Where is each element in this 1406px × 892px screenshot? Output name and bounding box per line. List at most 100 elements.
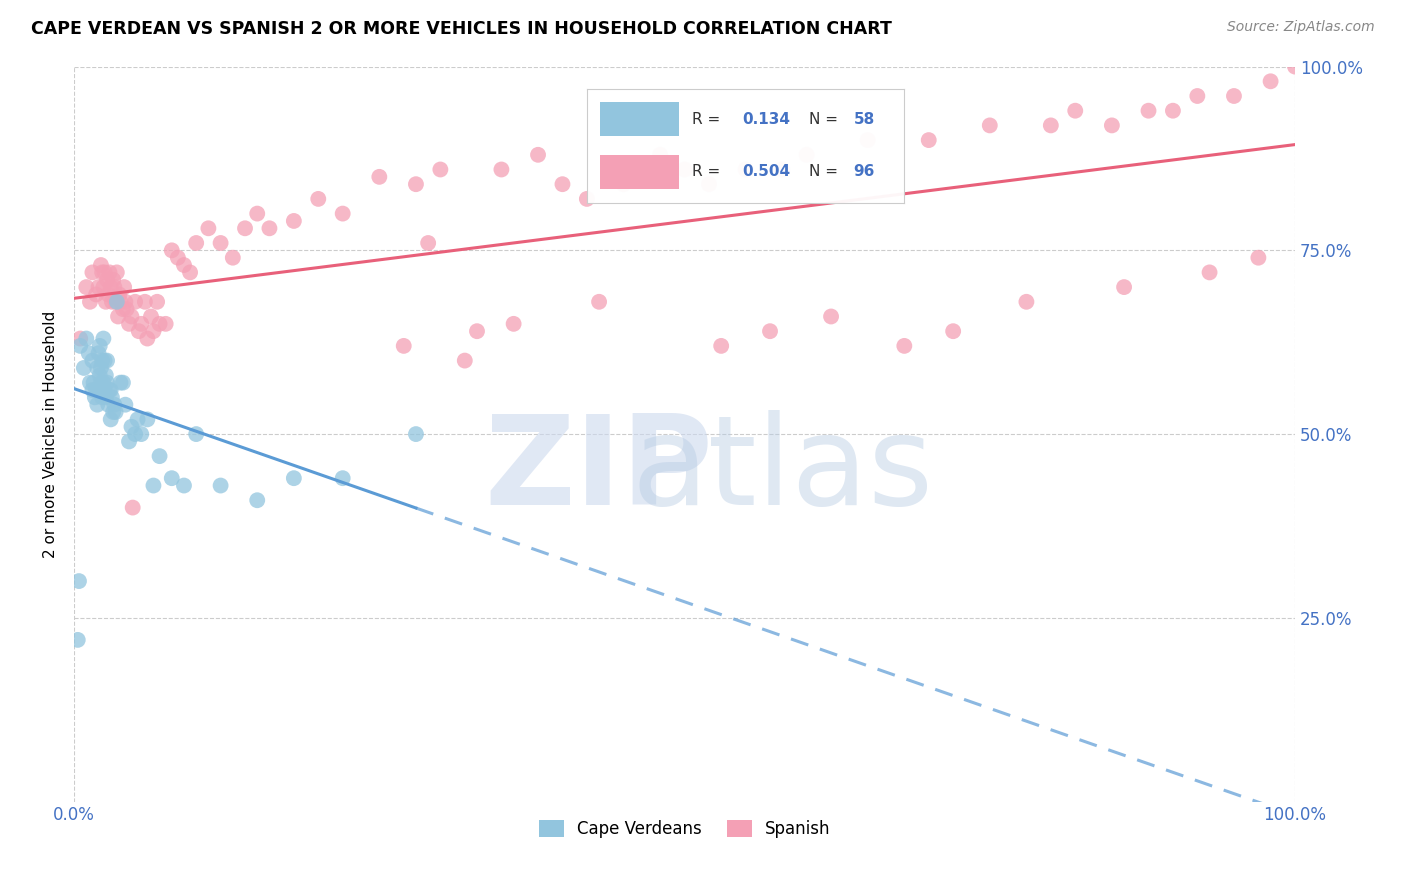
Point: [246, 493, 269, 508]
Point: [209, 235, 232, 250]
Point: [107, 310, 129, 324]
Point: [98, 265, 121, 279]
Legend: Cape Verdeans, Spanish: Cape Verdeans, Spanish: [531, 814, 837, 845]
Point: [105, 265, 128, 279]
Point: [588, 294, 610, 309]
Point: [283, 471, 305, 485]
Point: [307, 192, 329, 206]
Point: [502, 317, 524, 331]
Point: [114, 398, 136, 412]
Point: [1112, 280, 1135, 294]
Point: [283, 214, 305, 228]
Point: [101, 390, 124, 404]
Point: [1198, 265, 1220, 279]
Point: [114, 294, 136, 309]
Point: [173, 258, 195, 272]
Point: [90, 360, 112, 375]
Point: [222, 251, 245, 265]
Point: [1247, 251, 1270, 265]
Point: [893, 339, 915, 353]
Point: [103, 280, 125, 294]
Point: [167, 251, 190, 265]
Point: [101, 294, 124, 309]
Point: [710, 339, 733, 353]
Point: [1223, 89, 1246, 103]
Point: [332, 471, 354, 485]
Point: [179, 265, 201, 279]
Point: [121, 500, 143, 515]
Point: [418, 235, 440, 250]
Point: [942, 324, 965, 338]
Point: [83, 376, 105, 390]
Point: [673, 162, 696, 177]
Point: [1137, 103, 1160, 118]
Point: [111, 302, 134, 317]
Point: [160, 471, 183, 485]
Point: [405, 177, 427, 191]
Point: [115, 302, 138, 317]
Point: [142, 324, 165, 338]
Point: [405, 427, 427, 442]
Point: [77, 346, 100, 360]
Point: [259, 221, 281, 235]
Point: [128, 324, 150, 338]
Point: [429, 162, 451, 177]
Point: [160, 244, 183, 258]
Point: [110, 294, 132, 309]
Point: [69, 339, 91, 353]
Point: [575, 192, 598, 206]
Point: [79, 376, 101, 390]
Point: [148, 449, 170, 463]
Point: [98, 383, 121, 397]
Point: [734, 162, 756, 177]
Point: [84, 383, 107, 397]
Text: CAPE VERDEAN VS SPANISH 2 OR MORE VEHICLES IN HOUSEHOLD CORRELATION CHART: CAPE VERDEAN VS SPANISH 2 OR MORE VEHICL…: [31, 20, 891, 37]
Point: [856, 133, 879, 147]
Point: [770, 162, 793, 177]
Point: [209, 478, 232, 492]
Point: [69, 332, 91, 346]
Point: [100, 412, 122, 426]
Point: [94, 368, 117, 383]
Point: [97, 398, 120, 412]
Point: [93, 332, 115, 346]
Point: [612, 177, 634, 191]
Point: [82, 265, 104, 279]
Point: [918, 133, 941, 147]
Point: [332, 206, 354, 220]
Point: [136, 412, 159, 426]
Point: [1161, 103, 1184, 118]
Point: [82, 383, 104, 397]
Point: [186, 427, 208, 442]
Point: [111, 376, 134, 390]
Point: [93, 383, 115, 397]
Point: [368, 169, 391, 184]
Point: [127, 412, 149, 426]
Point: [93, 265, 115, 279]
Point: [173, 478, 195, 492]
Y-axis label: 2 or more Vehicles in Household: 2 or more Vehicles in Household: [44, 310, 58, 558]
Point: [87, 383, 110, 397]
Point: [136, 332, 159, 346]
Point: [67, 574, 90, 588]
Point: [186, 235, 208, 250]
Point: [124, 427, 146, 442]
Point: [100, 280, 122, 294]
Point: [89, 339, 111, 353]
Point: [121, 310, 143, 324]
Point: [465, 324, 488, 338]
Point: [94, 294, 117, 309]
Point: [90, 376, 112, 390]
Point: [73, 360, 96, 375]
Point: [139, 310, 162, 324]
Point: [90, 258, 112, 272]
Point: [91, 265, 114, 279]
Point: [1260, 74, 1282, 88]
Point: [96, 376, 118, 390]
Point: [89, 368, 111, 383]
Point: [148, 317, 170, 331]
Point: [1064, 103, 1087, 118]
Point: [105, 294, 128, 309]
Text: ZIP: ZIP: [485, 410, 713, 532]
Point: [124, 294, 146, 309]
